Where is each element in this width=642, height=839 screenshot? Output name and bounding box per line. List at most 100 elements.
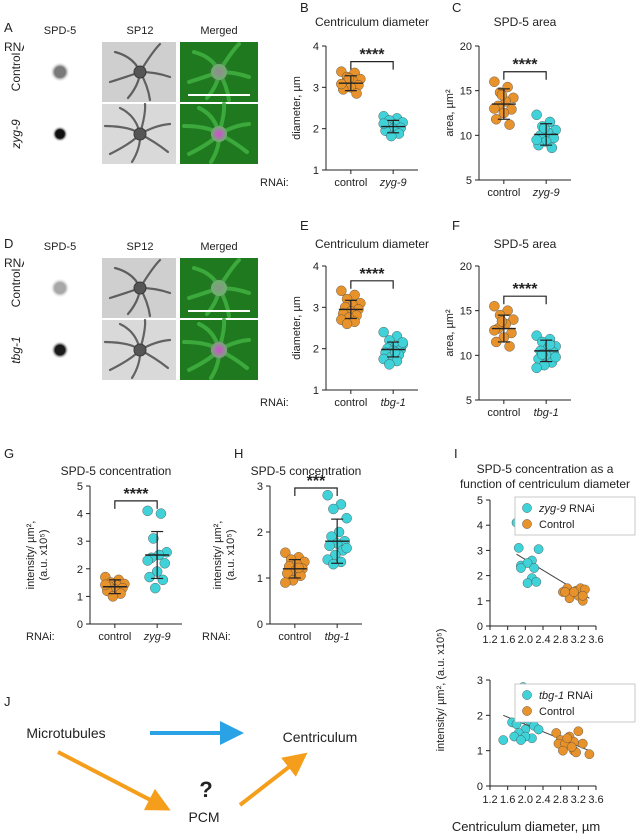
chart-title: SPD-5 area [494,15,557,29]
sp12-network [108,258,172,318]
x-tick-label: 3.6 [588,634,603,646]
panel-letter: I [454,446,458,461]
legend-label: tbg-1 RNAi [539,690,593,702]
panel-letter: G [4,446,14,461]
data-point [569,587,579,597]
chart-title: SPD-5 area [494,237,557,251]
row-label: tbg-1 [9,336,23,363]
rnai-label: RNAi: [260,177,289,189]
x-category-label: control [278,631,311,643]
significance-label: **** [513,57,539,74]
data-point [539,122,550,134]
data-point [562,733,573,744]
label-part: zyg-9 [143,631,171,643]
column-label-sp12: SP12 [127,241,154,253]
data-point [489,325,500,336]
data-point [324,540,335,551]
significance-label: **** [360,47,386,64]
data-point [341,318,353,330]
data-point [560,587,570,597]
y-axis-label-2: (a.u. x10⁵) [225,529,237,580]
label-part: RNAi [564,690,593,702]
x-category-label: control [98,631,131,643]
data-point [157,574,169,586]
chart-title: Centriculum diameter [315,15,429,29]
chart-title: SPD-5 concentration [61,464,172,478]
y-axis-label: intensity/ µm², [25,521,37,590]
label-part: zyg-9 [532,187,560,199]
data-point [550,351,561,363]
column-label-merged: Merged [200,25,237,37]
x-category-label: control [334,397,367,409]
x-tick-label: 2.4 [535,634,550,646]
data-point [566,742,577,752]
chart-H [266,485,362,628]
data-point [504,119,515,130]
merged-spd5 [208,277,230,299]
y-tick-label: 3 [77,536,83,548]
x-tick-label: 2.8 [553,794,568,806]
row-label: Control [9,269,23,308]
legend-marker [522,706,532,716]
x-tick-label: 2.0 [518,794,533,806]
sp12-center [133,127,147,141]
y-tick-label: 1 [477,746,483,758]
data-point [502,81,513,93]
y-tick-label: 2 [477,571,483,583]
legend-label: zyg-9 RNAi [538,503,595,515]
label-part: zyg-9 [379,177,407,189]
chart-I2 [486,679,636,790]
data-point [489,103,500,114]
label-part: tbg-1 [325,631,350,643]
legend-box [514,683,636,723]
x-category-label: control [487,407,520,419]
x-category-label: zyg-9 [532,187,560,199]
y-tick-label: 1 [477,596,483,608]
y-tick-label: 0 [477,781,483,793]
data-point [322,490,333,501]
node-microtubules: Microtubules [26,725,105,741]
y-tick-label: 2 [77,564,83,576]
y-axis-label: intensity/ µm², [212,521,224,590]
y-tick-label: 2 [477,710,483,722]
x-tick-label: 2.0 [518,634,533,646]
label-part: tbg-1 [534,407,559,419]
legend-box [514,496,636,536]
x-category-label: tbg-1 [534,407,559,419]
y-tick-label: 20 [460,41,472,53]
x-tick-label: 2.4 [535,794,550,806]
merged-spd5 [210,125,228,143]
panel-letter: E [300,218,309,233]
y-tick-label: 4 [313,261,319,273]
chart-title: function of centriculum diameter [460,477,630,491]
y-axis-label: diameter, µm [291,296,303,360]
x-tick-label: 1.6 [500,634,515,646]
data-point [533,544,544,554]
legend-marker [522,519,532,529]
data-point [537,349,548,360]
panel-letter: C [452,0,461,15]
column-label-sp12: SP12 [127,25,154,37]
label-part: tbg-1 [381,397,406,409]
sp12-network [108,42,172,102]
x-category-label: tbg-1 [381,397,406,409]
x-tick-label: 3.6 [588,794,603,806]
data-point [280,577,291,588]
chart-I1 [486,496,636,630]
data-point [142,555,153,566]
data-point [155,508,167,519]
panel-letter: B [300,0,309,15]
rnai-label: RNAi: [260,397,289,409]
x-category-label: control [334,177,367,189]
y-tick-label: 5 [477,495,483,507]
y-tick-label: 20 [460,261,472,273]
panel-letter: H [234,446,243,461]
y-tick-label: 2 [313,344,319,356]
data-point [551,728,562,738]
rnai-label: RNAi: [202,631,231,643]
column-label-spd5: SPD-5 [44,25,76,37]
label-part: control [278,631,311,643]
data-point [558,745,568,756]
significance-bracket [294,487,338,496]
y-tick-label: 3 [313,82,319,94]
